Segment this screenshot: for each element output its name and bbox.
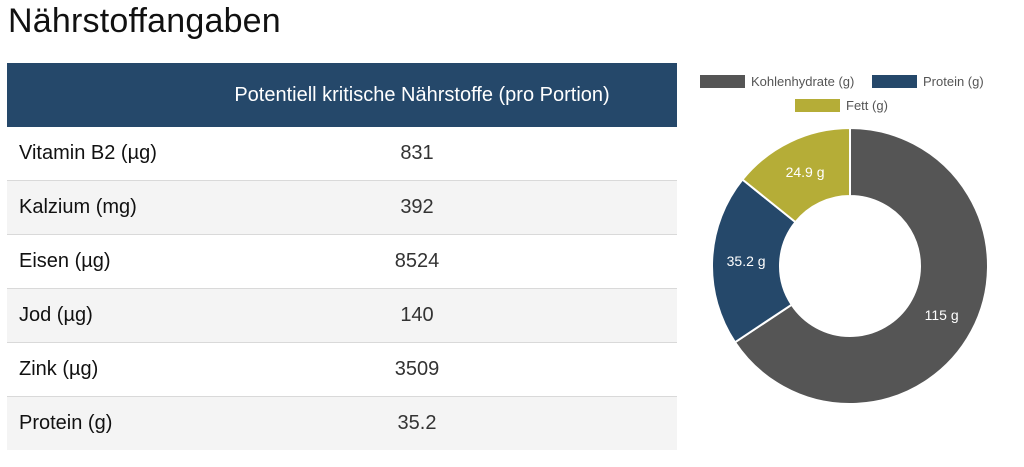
row-value: 8524 bbox=[177, 234, 677, 289]
donut-slice-2[interactable] bbox=[741, 126, 851, 224]
legend-label: Kohlenhydrate (g) bbox=[751, 74, 855, 89]
table-row: Kalzium (mg) 392 bbox=[7, 180, 677, 235]
slice-value-label: 35.2 g bbox=[727, 253, 766, 269]
legend-swatch bbox=[872, 75, 917, 88]
slice-value-label: 24.9 g bbox=[786, 164, 825, 180]
row-name: Kalzium (mg) bbox=[7, 180, 177, 235]
legend-label: Fett (g) bbox=[846, 98, 888, 113]
table-row: Eisen (µg) 8524 bbox=[7, 234, 677, 289]
row-value: 35.2 bbox=[177, 396, 677, 450]
donut-slice-1[interactable] bbox=[711, 178, 797, 344]
table-row: Jod (µg) 140 bbox=[7, 288, 677, 343]
page-title: Nährstoffangaben bbox=[8, 2, 281, 40]
legend-item-fett[interactable]: Fett (g) bbox=[795, 98, 888, 113]
row-value: 392 bbox=[177, 180, 677, 235]
legend-item-kohlenhydrate[interactable]: Kohlenhydrate (g) bbox=[700, 74, 854, 89]
legend-item-protein[interactable]: Protein (g) bbox=[872, 74, 984, 89]
row-name: Protein (g) bbox=[7, 396, 177, 450]
table-row: Vitamin B2 (µg) 831 bbox=[7, 127, 677, 181]
row-name: Jod (µg) bbox=[7, 288, 177, 343]
nutrient-donut-chart: Kohlenhydrate (g) Protein (g) Fett (g) 1… bbox=[690, 60, 1010, 410]
table-row: Zink (µg) 3509 bbox=[7, 342, 677, 397]
row-name: Eisen (µg) bbox=[7, 234, 177, 289]
slice-value-label: 115 g bbox=[925, 307, 959, 323]
legend-swatch bbox=[700, 75, 745, 88]
header-name bbox=[7, 63, 177, 127]
header-value: Potentiell kritische Nährstoffe (pro Por… bbox=[177, 63, 677, 127]
row-value: 140 bbox=[177, 288, 677, 343]
row-name: Vitamin B2 (µg) bbox=[7, 127, 177, 181]
donut-slice-0[interactable] bbox=[733, 126, 989, 405]
table-row: Protein (g) 35.2 bbox=[7, 396, 677, 450]
legend-label: Protein (g) bbox=[923, 74, 984, 89]
row-value: 831 bbox=[177, 127, 677, 181]
row-name: Zink (µg) bbox=[7, 342, 177, 397]
table-header-row: Potentiell kritische Nährstoffe (pro Por… bbox=[7, 63, 677, 127]
row-value: 3509 bbox=[177, 342, 677, 397]
nutrient-table: Potentiell kritische Nährstoffe (pro Por… bbox=[7, 63, 677, 450]
legend-swatch bbox=[795, 99, 840, 112]
donut-svg: 115 g 35.2 g 24.9 g bbox=[711, 126, 989, 405]
